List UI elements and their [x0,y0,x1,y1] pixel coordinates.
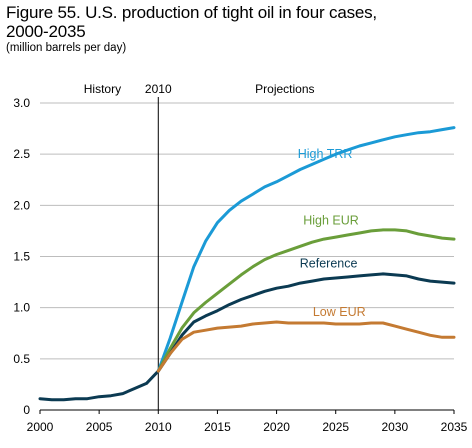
series-label-high-eur: High EUR [303,214,359,228]
x-tick-label: 2035 [441,420,468,434]
series-label-reference: Reference [300,257,358,271]
x-tick-label: 2015 [204,420,231,434]
chart-title-line-2: 2000-2035 [6,22,86,41]
x-tick-label: 2020 [263,420,290,434]
low-eur-line [156,320,456,373]
grid-lines [40,102,454,360]
chart-title-line-1: Figure 55. U.S. production of tight oil … [6,3,377,22]
axes: 0 0.5 1.0 1.5 2.0 2.5 3.0 2000 2005 2010 2015 2020 2… [13,96,467,434]
x-tick-label: 2005 [86,420,113,434]
x-tick-label: 2000 [27,420,54,434]
chart-subtitle: (million barrels per day) [6,42,127,54]
y-tick-label: 0.5 [13,352,30,366]
y-tick-label: 1.0 [13,301,30,315]
high-eur-line [156,228,456,373]
y-tick-label: 2.0 [13,198,30,212]
x-tick-label: 2010 [145,420,172,434]
divider-year-label: 2010 [145,82,172,96]
y-tick-label: 1.5 [13,250,30,264]
history-line [38,369,160,402]
history-label: History [84,82,121,96]
x-tick-label: 2025 [322,420,349,434]
y-tick-label: 2.5 [13,147,30,161]
chart-title: Figure 55. U.S. production of tight oil … [6,3,377,41]
high-trr-line [156,126,456,373]
series-labels: High TRR High EUR Reference Low EUR [298,147,366,319]
x-tick-label: 2030 [382,420,409,434]
y-tick-label: 3.0 [13,96,30,110]
annotations: History 2010 Projections [84,82,315,96]
projections-label: Projections [255,82,314,96]
series-label-low-eur: Low EUR [313,305,366,319]
y-tick-label: 0 [23,403,30,417]
series-label-high-trr: High TRR [298,147,353,161]
reference-line [156,272,456,373]
series-lines [38,126,456,402]
